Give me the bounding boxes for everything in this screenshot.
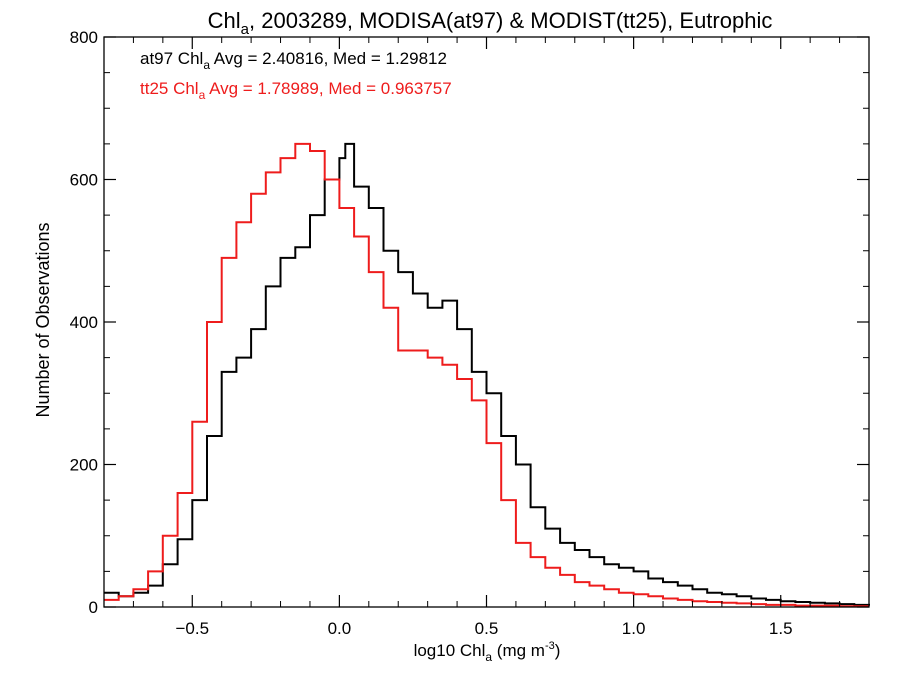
legend-entry-at97: at97 Chla Avg = 2.40816, Med = 1.29812 [140,49,447,72]
y-tick-label: 0 [89,598,98,617]
x-tick-label: −0.5 [175,619,209,638]
series-line-0 [104,142,870,606]
x-tick-label: 0.5 [475,619,499,638]
y-tick-label: 200 [70,456,98,475]
chart-title: Chla, 2003289, MODISA(at97) & MODIST(tt2… [208,8,773,38]
y-tick-label: 400 [70,313,98,332]
y-tick-label: 800 [70,28,98,47]
series-layer [104,142,870,608]
y-tick-label: 600 [70,171,98,190]
x-axis-label: log10 Chla (mg m-3) [414,640,561,664]
y-axis-label: Number of Observations [33,222,53,417]
ticks-layer: −0.5 0.0 0.5 1.0 1.5 0 200 400 600 800 [70,28,869,638]
x-tick-label: 1.5 [769,619,793,638]
plot-frame [103,36,870,608]
x-tick-label: 1.0 [622,619,646,638]
x-tick-label: 0.0 [328,619,352,638]
series-line-1 [104,142,869,608]
legend-entry-tt25: tt25 Chla Avg = 1.78989, Med = 0.963757 [140,79,452,102]
